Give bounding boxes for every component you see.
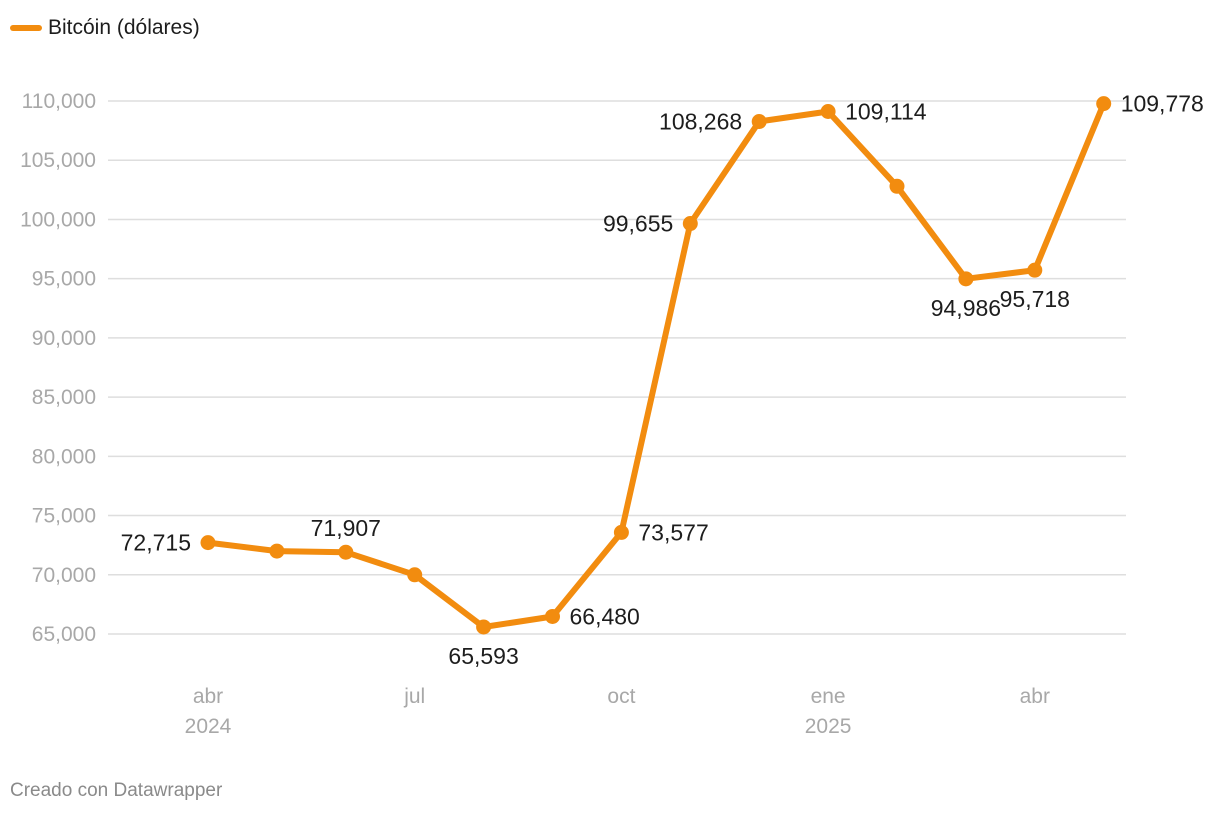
- data-point: [200, 535, 216, 551]
- data-label: 94,986: [931, 295, 1001, 321]
- x-tick-sublabel: 2024: [185, 715, 232, 738]
- data-point: [682, 216, 698, 232]
- data-label: 109,114: [845, 98, 927, 124]
- data-label: 72,715: [121, 530, 191, 556]
- data-label: 99,655: [603, 211, 673, 237]
- data-label: 109,778: [1121, 91, 1204, 117]
- x-tick-label: abr: [193, 685, 223, 708]
- data-label: 66,480: [570, 603, 640, 629]
- x-tick-sublabel: 2025: [805, 715, 852, 738]
- data-label: 95,718: [1000, 286, 1070, 312]
- data-point: [338, 544, 354, 560]
- y-tick-label: 85,000: [32, 386, 96, 409]
- data-label: 65,593: [448, 643, 518, 669]
- data-label: 108,268: [659, 109, 742, 135]
- x-tick-label: jul: [403, 685, 425, 708]
- series-line: [205, 100, 1107, 630]
- legend-label: Bitcóin (dólares): [48, 16, 200, 39]
- data-point: [407, 567, 423, 583]
- data-point: [889, 178, 905, 194]
- y-tick-label: 90,000: [32, 327, 96, 350]
- y-tick-label: 65,000: [32, 623, 96, 646]
- x-tick-label: abr: [1020, 685, 1050, 708]
- footer-credit: Creado con Datawrapper: [10, 780, 223, 801]
- y-tick-label: 80,000: [32, 445, 96, 468]
- x-tick-label: oct: [607, 685, 635, 708]
- data-point: [751, 114, 767, 130]
- y-tick-label: 100,000: [20, 208, 96, 231]
- data-point: [269, 543, 285, 559]
- data-label: 71,907: [311, 515, 381, 541]
- legend: Bitcóin (dólares): [10, 16, 200, 40]
- y-tick-label: 95,000: [32, 268, 96, 291]
- data-point: [820, 103, 836, 119]
- y-tick-label: 70,000: [32, 564, 96, 587]
- x-tick-label: ene: [811, 685, 846, 708]
- y-tick-label: 110,000: [22, 90, 96, 113]
- legend-swatch: [10, 25, 42, 31]
- y-tick-label: 105,000: [20, 149, 96, 172]
- data-point: [958, 271, 974, 287]
- data-point: [1096, 96, 1112, 112]
- data-label: 73,577: [638, 519, 708, 545]
- y-tick-label: 75,000: [32, 505, 96, 528]
- data-point: [613, 524, 629, 540]
- data-point: [476, 619, 492, 635]
- data-point: [1027, 262, 1043, 278]
- data-point: [545, 608, 560, 624]
